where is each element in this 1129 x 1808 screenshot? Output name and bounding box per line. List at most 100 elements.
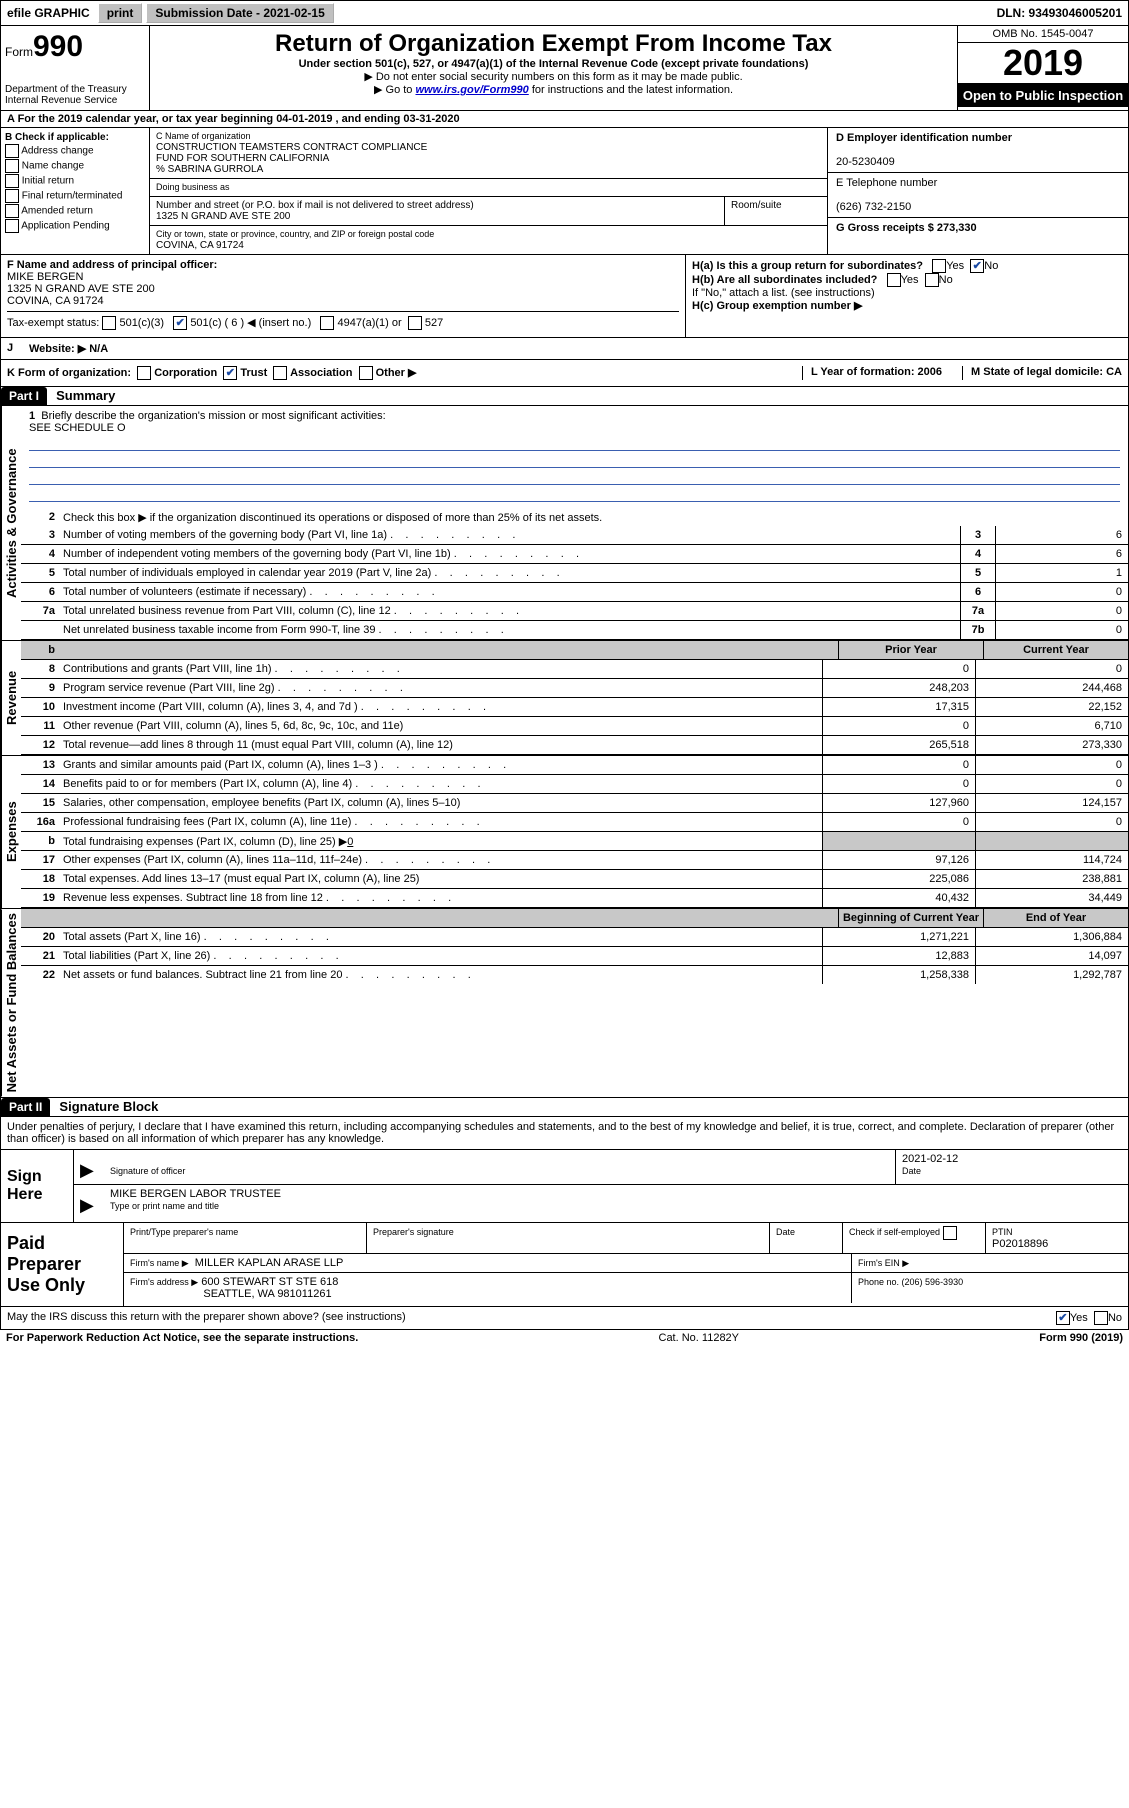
f-label: F Name and address of principal officer: [7,259,217,271]
officer-name: MIKE BERGEN [7,271,83,283]
irs-link[interactable]: www.irs.gov/Form990 [415,84,528,96]
cb-self-employed[interactable] [943,1226,957,1240]
cb-initial-return[interactable]: Initial return [5,174,145,188]
part1-title: Summary [56,388,115,403]
line21: Total liabilities (Part X, line 26) [59,948,822,964]
org-name-2: FUND FOR SOUTHERN CALIFORNIA [156,153,329,164]
tax-status-row: Tax-exempt status: 501(c)(3) 501(c) ( 6 … [7,311,679,330]
return-title: Return of Organization Exempt From Incom… [154,30,953,58]
officer-addr1: 1325 N GRAND AVE STE 200 [7,283,155,295]
k-label: K Form of organization: Corporation Trus… [7,366,416,380]
sign-here-label: Sign Here [1,1150,74,1222]
cb-501c3[interactable] [102,316,116,330]
tax-period: A For the 2019 calendar year, or tax yea… [0,111,1129,128]
section-fgh: F Name and address of principal officer:… [0,255,1129,338]
cat-no: Cat. No. 11282Y [358,1332,1039,1344]
line16b: Total fundraising expenses (Part IX, col… [59,833,822,850]
room-box: Room/suite [724,197,827,226]
v6: 0 [995,583,1128,601]
cb-other[interactable] [359,366,373,380]
line14: Benefits paid to or for members (Part IX… [59,776,822,792]
line2: Check this box ▶ if the organization dis… [59,509,1128,526]
line18: Total expenses. Add lines 13–17 (must eq… [59,871,822,887]
signature-block: Part II Signature Block Under penalties … [0,1098,1129,1330]
street-label: Number and street (or P.O. box if mail i… [156,200,474,211]
cb-final-return[interactable]: Final return/terminated [5,189,145,203]
officer-sig-cell: Signature of officer [104,1150,896,1184]
b-mid: C Name of organization CONSTRUCTION TEAM… [150,128,827,254]
v4: 6 [995,545,1128,563]
j-label: J [1,338,23,359]
cb-4947[interactable] [320,316,334,330]
vlabel-net: Net Assets or Fund Balances [1,909,21,1096]
org-name-3: % SABRINA GURROLA [156,164,263,175]
prior-year-head: Prior Year [838,641,983,659]
ha-yes[interactable] [932,259,946,273]
line15: Salaries, other compensation, employee b… [59,795,822,811]
current-year-head: Current Year [983,641,1128,659]
b-label: B Check if applicable: [5,132,109,143]
firm-phone-cell: Phone no. (206) 596-3930 [852,1273,1128,1303]
ha-no[interactable] [970,259,984,273]
street-box: Number and street (or P.O. box if mail i… [150,197,724,226]
phone-cell: E Telephone number (626) 732-2150 [828,173,1128,218]
arrow-icon-2: ▶ [74,1185,104,1219]
pp-date-cell: Date [770,1223,843,1253]
v3: 6 [995,526,1128,544]
cb-name-change[interactable]: Name change [5,159,145,173]
vlabel-revenue: Revenue [1,641,21,755]
form-header: Form990 Department of the Treasury Inter… [0,26,1129,111]
goto-pre: ▶ Go to [374,84,415,96]
pp-sig-cell: Preparer's signature [367,1223,770,1253]
part1-wrap: Part I Summary Activities & Governance 1… [0,387,1129,1097]
cb-amended-return[interactable]: Amended return [5,204,145,218]
cb-trust[interactable] [223,366,237,380]
page-footer: For Paperwork Reduction Act Notice, see … [0,1330,1129,1346]
part2-title: Signature Block [59,1099,158,1114]
cb-address-change[interactable]: Address change [5,144,145,158]
line8: Contributions and grants (Part VIII, lin… [59,661,822,677]
v7a: 0 [995,602,1128,620]
line10: Investment income (Part VIII, column (A)… [59,699,822,715]
tax-status-label: Tax-exempt status: [7,317,99,329]
gross-cell: G Gross receipts $ 273,330 [828,218,1128,238]
subtitle-1: Under section 501(c), 527, or 4947(a)(1)… [154,58,953,70]
line6: Total number of volunteers (estimate if … [59,584,960,600]
firm-addr-cell: Firm's address ▶ 600 STEWART ST STE 618 … [124,1273,852,1303]
eoy-head: End of Year [983,909,1128,927]
form-number: 990 [33,30,83,63]
name-title-cell: MIKE BERGEN LABOR TRUSTEEType or print n… [104,1185,1128,1219]
vlabel-governance: Activities & Governance [1,406,21,640]
paid-label: Paid Preparer Use Only [1,1223,124,1306]
officer-addr2: COVINA, CA 91724 [7,295,104,307]
d-label: D Employer identification number [836,132,1012,144]
print-button[interactable]: print [98,3,143,23]
vlabel-expenses: Expenses [1,756,21,908]
ein-value: 20-5230409 [836,156,895,168]
hb-note: If "No," attach a list. (see instruction… [692,287,1122,299]
submission-date-button[interactable]: Submission Date - 2021-02-15 [146,3,333,23]
line1: 1 Briefly describe the organization's mi… [21,406,1128,508]
discuss-no[interactable] [1094,1311,1108,1325]
g-label: G Gross receipts $ 273,330 [836,222,977,234]
cb-application-pending[interactable]: Application Pending [5,219,145,233]
cb-501c[interactable] [173,316,187,330]
paperwork-notice: For Paperwork Reduction Act Notice, see … [6,1332,358,1344]
efile-label: efile GRAPHIC [1,6,96,20]
dept-label: Department of the Treasury Internal Reve… [5,84,145,106]
header-right: OMB No. 1545-0047 2019 Open to Public In… [957,26,1128,110]
hb-no[interactable] [925,273,939,287]
line7b: Net unrelated business taxable income fr… [59,622,960,638]
discuss-yes[interactable] [1056,1311,1070,1325]
bcy-head: Beginning of Current Year [838,909,983,927]
v5: 1 [995,564,1128,582]
row-j: J Website: ▶ N/A [0,338,1129,360]
hb-row: H(b) Are all subordinates included? Yes … [692,273,1122,287]
cb-527[interactable] [408,316,422,330]
form-990-label: Form990 [5,30,145,64]
pp-name-cell: Print/Type preparer's name [124,1223,367,1253]
cb-corp[interactable] [137,366,151,380]
line22: Net assets or fund balances. Subtract li… [59,967,822,983]
hb-yes[interactable] [887,273,901,287]
cb-assoc[interactable] [273,366,287,380]
